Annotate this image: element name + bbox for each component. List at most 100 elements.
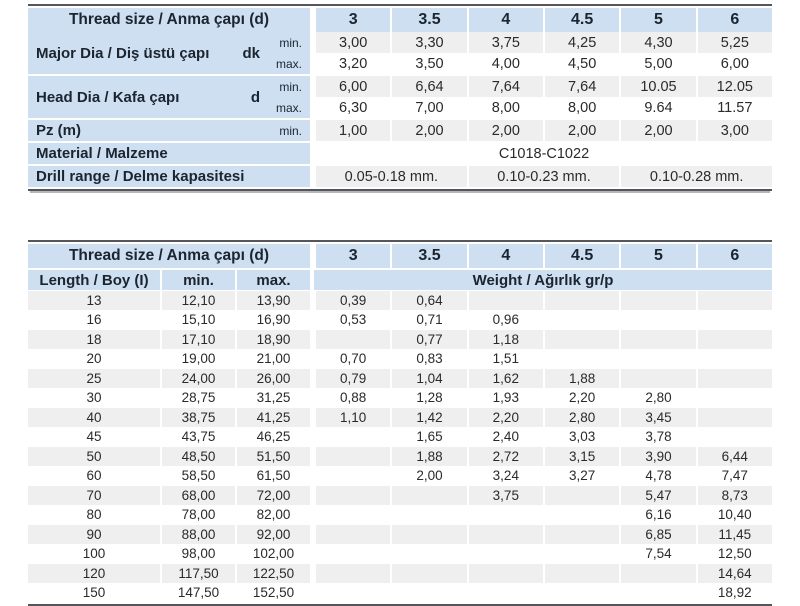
length-weight-row: 30 28,75 31,25 0,88 1,28 1,93 2,20 2,80 [28, 388, 772, 407]
weight-cell [544, 310, 620, 329]
spec-group-label-cell: Head Dia / Kafa çapı d min. max. [28, 76, 310, 118]
material-label-cell: Material / Malzeme [28, 143, 310, 164]
weight-cell [468, 564, 543, 583]
minmax-column: min. max. [264, 32, 310, 74]
weight-cells: 1,88 2,72 3,15 3,90 6,44 [316, 447, 772, 466]
material-row: Material / Malzeme C1018-C1022 [28, 143, 772, 164]
weight-cell [392, 564, 467, 583]
length-cell: 40 [28, 408, 160, 427]
length-weight-row: 50 48,50 51,50 1,88 2,72 3,15 3,90 6,44 [28, 447, 772, 466]
weight-cells: 14,64 [316, 564, 772, 583]
spec-group-symbol: dk [242, 44, 260, 62]
weight-cell: 7,54 [621, 544, 696, 563]
size-column-header: 6 [697, 8, 772, 32]
length-weight-row: 16 15,10 16,90 0,53 0,71 0,96 [28, 310, 772, 329]
length-weight-row: 100 98,00 102,00 7,54 12,50 [28, 544, 772, 563]
weight-cell: 2,00 [392, 466, 467, 485]
weight-cell: 1,42 [392, 408, 467, 427]
min-length-cell: 68,00 [162, 486, 235, 505]
material-label: Material / Malzeme [36, 145, 168, 162]
weight-cell: 0,70 [316, 349, 391, 368]
material-value: C1018-C1022 [316, 143, 772, 164]
spec-value-row: 6,00 6,64 7,64 7,64 10.05 12.05 [316, 76, 772, 97]
weight-cell [697, 408, 772, 427]
weight-cells: 6,85 11,45 [316, 525, 772, 544]
weight-cell: 18,92 [697, 583, 772, 602]
max-length-cell: 18,90 [237, 330, 310, 349]
length-weight-row: 150 147,50 152,50 18,92 [28, 583, 772, 602]
weight-cells: 3,75 5,47 8,73 [316, 486, 772, 505]
weight-cell [316, 583, 391, 602]
weight-cell [544, 486, 620, 505]
max-length-cell: 61,50 [237, 466, 310, 485]
weight-cell [621, 564, 696, 583]
max-length-cell: 13,90 [237, 291, 310, 310]
weight-cell: 3,24 [468, 466, 543, 485]
spec-value-cell: 4,25 [544, 32, 620, 53]
weight-cell: 0,83 [392, 349, 467, 368]
spec-value-cell: 2,00 [621, 120, 696, 141]
size-column-header: 4.5 [544, 244, 620, 268]
minmax-column: min. [264, 120, 310, 141]
max-length-cell: 122,50 [237, 564, 310, 583]
material-value-row: C1018-C1022 [316, 143, 772, 164]
spec-value-cell: 3,30 [392, 32, 467, 53]
weight-cells: 0,77 1,18 [316, 330, 772, 349]
weight-cell [621, 369, 696, 388]
length-weight-row: 80 78,00 82,00 6,16 10,40 [28, 505, 772, 524]
spec-header-row: Thread size / Anma çapı (d) 3 3.5 4 4.5 5 6 [28, 8, 772, 32]
spec-size-columns: 3 3.5 4 4.5 5 6 [316, 8, 772, 32]
weight-cell [697, 388, 772, 407]
length-cell: 120 [28, 564, 160, 583]
max-length-cell: 31,25 [237, 388, 310, 407]
weight-cell [392, 583, 467, 602]
weight-cell [392, 525, 467, 544]
spec-value-cell: 12.05 [697, 76, 772, 97]
spec-value-row: 1,00 2,00 2,00 2,00 2,00 3,00 [316, 120, 772, 141]
spec-group: Major Dia / Diş üstü çapı dk min. max. 3,00 3… [28, 32, 772, 74]
weight-cell [697, 330, 772, 349]
weight-cell: 3,45 [621, 408, 696, 427]
length-weight-row: 25 24,00 26,00 0,79 1,04 1,62 1,88 [28, 369, 772, 388]
length-weight-row: 120 117,50 122,50 14,64 [28, 564, 772, 583]
drill-range-cell: 0.05-0.18 mm. [316, 166, 467, 187]
spec-groups: Major Dia / Diş üstü çapı dk min. max. 3,00 3… [28, 32, 772, 141]
min-length-cell: 12,10 [162, 291, 235, 310]
weight-cell: 2,40 [468, 427, 543, 446]
max-length-cell: 41,25 [237, 408, 310, 427]
size-column-header: 4 [468, 8, 543, 32]
weight-cell [468, 505, 543, 524]
weight-cells: 6,16 10,40 [316, 505, 772, 524]
min-length-cell: 15,10 [162, 310, 235, 329]
max-length-cell: 152,50 [237, 583, 310, 602]
spec-value-cell: 11.57 [697, 97, 772, 118]
weight-cell [316, 447, 391, 466]
weight-cells: 0,53 0,71 0,96 [316, 310, 772, 329]
min-length-cell: 28,75 [162, 388, 235, 407]
weight-cell: 1,10 [316, 408, 391, 427]
weight-cells: 0,70 0,83 1,51 [316, 349, 772, 368]
weight-cell [316, 427, 391, 446]
weight-cells: 1,10 1,42 2,20 2,80 3,45 [316, 408, 772, 427]
drill-range-row: Drill range / Delme kapasitesi 0.05-0.18… [28, 166, 773, 187]
weight-cell: 1,28 [392, 388, 467, 407]
min-length-cell: 98,00 [162, 544, 235, 563]
min-length-cell: 48,50 [162, 447, 235, 466]
weight-cell: 1,88 [544, 369, 620, 388]
length-weight-table: Thread size / Anma çapı (d) 3 3.5 4 4.5 5 6 L… [28, 240, 772, 606]
weight-cell: 0,96 [468, 310, 543, 329]
weight-cell: 1,93 [468, 388, 543, 407]
length-cell: 30 [28, 388, 160, 407]
weight-cell: 0,39 [316, 291, 391, 310]
max-length-cell: 82,00 [237, 505, 310, 524]
spec-value-cell: 5,00 [621, 53, 696, 74]
max-column-header: max. [237, 270, 310, 290]
min-length-cell: 43,75 [162, 427, 235, 446]
weight-cell [468, 291, 543, 310]
max-length-cell: 92,00 [237, 525, 310, 544]
spec-group-label-cell: Pz (m) min. [28, 120, 310, 141]
spec-value-cell: 3,20 [316, 53, 391, 74]
weight-cell: 1,62 [468, 369, 543, 388]
weight-cell [544, 564, 620, 583]
weight-cell: 8,73 [697, 486, 772, 505]
